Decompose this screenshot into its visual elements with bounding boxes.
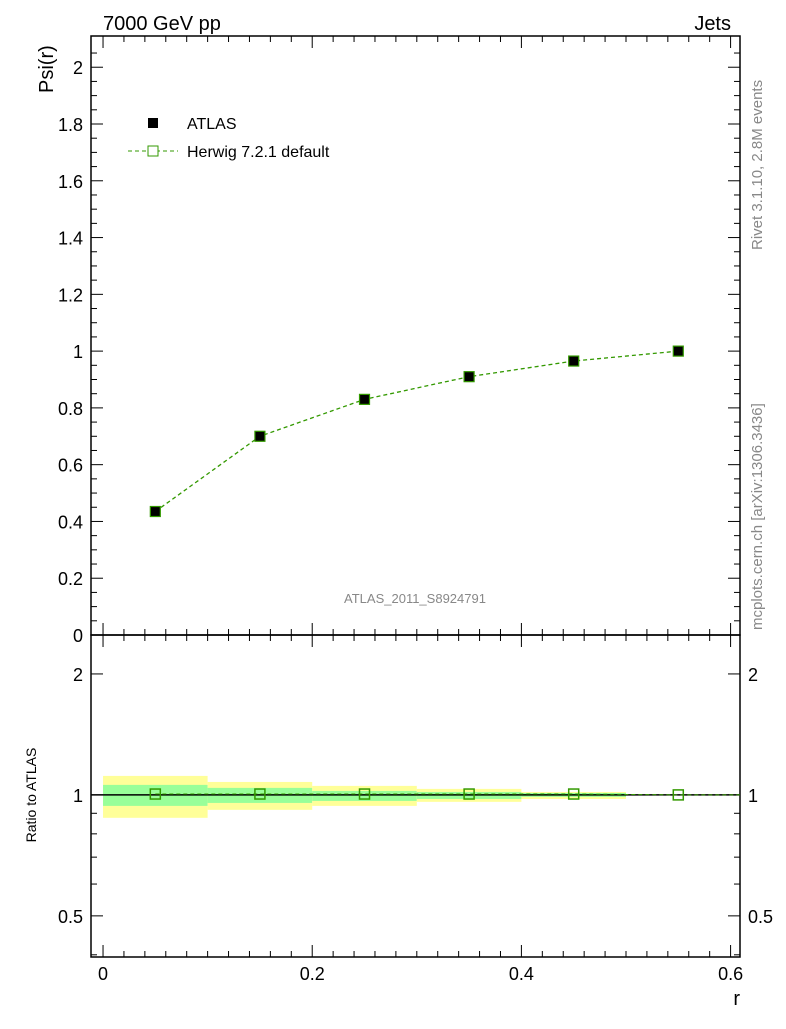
title-right: Jets	[694, 13, 731, 35]
legend-atlas-marker	[148, 118, 158, 128]
y-tick-label: 2	[73, 58, 83, 78]
x-tick-label: 0.4	[509, 964, 534, 984]
y-tick-label: 1.2	[58, 285, 83, 305]
y-tick-label: 1.8	[58, 115, 83, 135]
y-tick-label: 0.4	[58, 512, 83, 532]
ratio-point	[254, 788, 266, 800]
ratio-point	[463, 788, 475, 800]
legend-herwig-label: Herwig 7.2.1 default	[187, 144, 330, 161]
y-tick-label: 0.6	[58, 456, 83, 476]
x-tick-label: 0.2	[300, 964, 325, 984]
atlas-point	[359, 394, 370, 405]
x-axis-label: r	[733, 988, 740, 1010]
ratio-point	[149, 788, 162, 800]
atlas-point	[254, 431, 265, 442]
title-left: 7000 GeV pp	[103, 13, 221, 35]
legend: ATLAS Herwig 7.2.1 default	[128, 116, 330, 161]
ratio-y-tick-label-right: 0.5	[748, 907, 773, 927]
mcplots-label: mcplots.cern.ch [arXiv:1306.3436]	[749, 403, 766, 630]
ratio-y-tick-label: 0.5	[58, 907, 83, 927]
ratio-band-stat	[312, 790, 417, 801]
ratio-frame	[90, 634, 741, 958]
y-tick-label: 0.2	[58, 569, 83, 589]
atlas-point	[464, 371, 475, 382]
herwig-point	[358, 393, 371, 405]
herwig-point	[672, 345, 684, 357]
y-axis-label-main: Psi(r)	[36, 45, 58, 93]
ratio-point	[672, 789, 685, 801]
ratio-point	[358, 788, 371, 800]
rivet-label: Rivet 3.1.10, 2.8M events	[749, 80, 766, 250]
legend-herwig-marker	[147, 145, 159, 157]
herwig-point	[463, 371, 475, 383]
herwig-point	[149, 505, 161, 518]
ratio-y-tick-label: 1	[73, 786, 83, 806]
x-tick-label: 0	[98, 964, 108, 984]
y-tick-label: 0.8	[58, 399, 83, 419]
atlas-point	[673, 346, 684, 357]
herwig-line	[154, 350, 679, 513]
ratio-point	[567, 788, 580, 800]
analysis-id: ATLAS_2011_S8924791	[344, 591, 486, 606]
y-axis-label-ratio: Ratio to ATLAS	[23, 748, 39, 843]
herwig-point	[568, 355, 580, 367]
y-tick-label: 1.4	[58, 229, 83, 249]
x-tick-label: 0.6	[718, 964, 743, 984]
atlas-point	[150, 506, 161, 517]
ratio-y-tick-label-right: 2	[748, 665, 758, 685]
ratio-y-tick-label-right: 1	[748, 786, 758, 806]
ratio-y-tick-label: 2	[73, 665, 83, 685]
herwig-point	[254, 430, 266, 442]
y-tick-label: 0	[73, 626, 83, 646]
y-tick-label: 1	[73, 342, 83, 362]
y-tick-label: 1.6	[58, 172, 83, 192]
legend-atlas-label: ATLAS	[187, 116, 237, 133]
atlas-point	[568, 356, 579, 367]
